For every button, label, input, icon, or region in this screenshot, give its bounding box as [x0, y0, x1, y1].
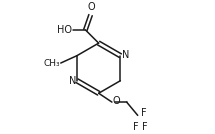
Text: N: N	[69, 77, 76, 86]
Text: N: N	[122, 50, 129, 60]
Text: O: O	[113, 96, 120, 106]
Text: F: F	[133, 122, 139, 132]
Text: HO: HO	[57, 25, 72, 35]
Text: O: O	[87, 2, 95, 12]
Text: F: F	[142, 122, 147, 132]
Text: CH₃: CH₃	[43, 59, 60, 68]
Text: F: F	[141, 108, 147, 118]
